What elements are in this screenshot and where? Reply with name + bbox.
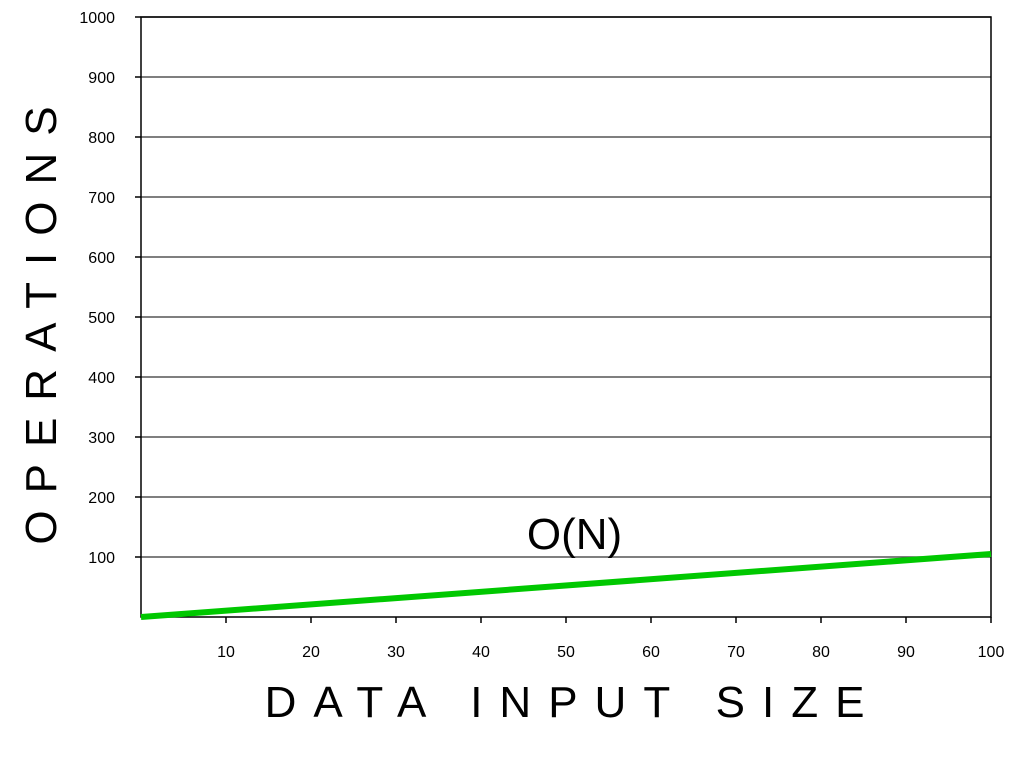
- x-tick-label: 90: [897, 644, 915, 661]
- x-tick-label: 70: [727, 644, 745, 661]
- x-axis-title: DATA INPUT SIZE: [265, 678, 882, 727]
- x-tick-label: 100: [978, 644, 1005, 661]
- x-tick-label: 80: [812, 644, 830, 661]
- y-tick-label: 600: [88, 250, 115, 267]
- y-tick-label: 100: [88, 550, 115, 567]
- x-tick-label: 40: [472, 644, 490, 661]
- y-tick-label: 400: [88, 370, 115, 387]
- x-tick-label: 60: [642, 644, 660, 661]
- y-axis-title: OPERATIONS: [17, 89, 66, 544]
- y-tick-label: 800: [88, 130, 115, 147]
- series-annotation-label: O(N): [527, 510, 622, 559]
- y-tick-label: 300: [88, 430, 115, 447]
- series-layer: [140, 551, 992, 620]
- x-tick-label: 10: [217, 644, 235, 661]
- x-axis-ticks: 10 20 30 40 50 60 70 80 90 100: [217, 617, 1004, 661]
- x-tick-label: 50: [557, 644, 575, 661]
- y-tick-label: 900: [88, 70, 115, 87]
- series-line: [140, 551, 992, 620]
- y-tick-label: 500: [88, 310, 115, 327]
- gridlines: [141, 16, 991, 558]
- y-axis-ticks: 100 200 300 400 500 600 700 800 900 1000: [79, 10, 141, 567]
- x-tick-label: 20: [302, 644, 320, 661]
- y-tick-label: 1000: [79, 10, 115, 27]
- x-tick-label: 30: [387, 644, 405, 661]
- y-tick-label: 700: [88, 190, 115, 207]
- y-tick-label: 200: [88, 490, 115, 507]
- annotations: O(N): [527, 510, 622, 559]
